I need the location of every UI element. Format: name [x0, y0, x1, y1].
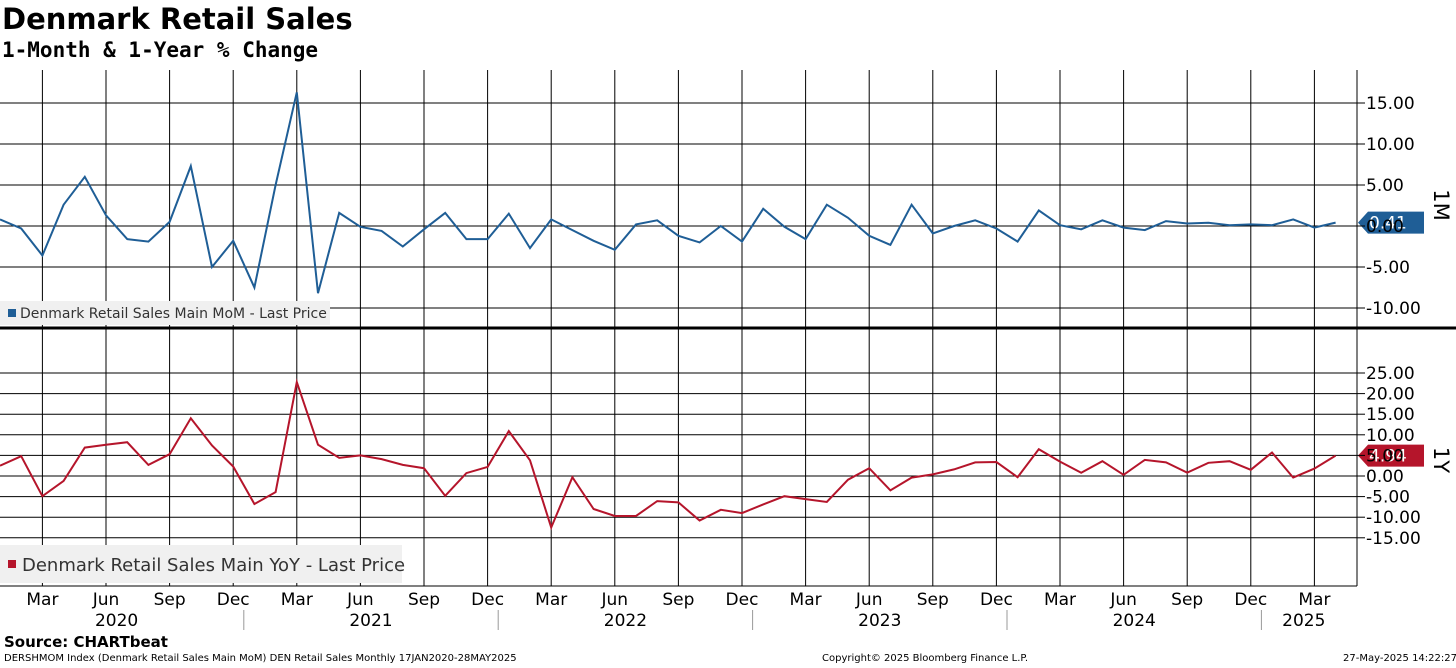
last-value-label: 0.41	[1369, 214, 1407, 234]
x-tick-label-month: Sep	[917, 590, 949, 610]
footer-timestamp: 27-May-2025 14:22:27	[1343, 653, 1456, 664]
y-tick-label: 25.00	[1366, 364, 1415, 384]
x-tick-label-month: Jun	[92, 590, 120, 610]
mom-panel: 0.41 1M Denmark Retail Sales Main MoM - La…	[0, 92, 1453, 325]
x-tick-label-month: Dec	[217, 590, 250, 610]
legend-swatch	[8, 560, 16, 568]
x-tick-label-month: Mar	[535, 590, 567, 610]
x-tick-label-month: Jun	[1109, 590, 1137, 610]
x-tick-label-month: Mar	[281, 590, 313, 610]
legend-label: Denmark Retail Sales Main YoY - Last Pri…	[22, 555, 405, 576]
y-tick-label: -5.00	[1366, 258, 1410, 278]
footer-copyright: Copyright© 2025 Bloomberg Finance L.P.	[822, 653, 1029, 664]
last-value-label: 4.94	[1369, 447, 1407, 467]
legend-box	[0, 301, 330, 325]
x-tick-label-month: Mar	[26, 590, 58, 610]
y-tick-label: -10.00	[1366, 299, 1421, 319]
x-tick-label-month: Sep	[154, 590, 186, 610]
x-tick-label-year: 2020	[95, 611, 138, 631]
y-tick-label: 10.00	[1366, 426, 1415, 446]
x-tick-label-month: Jun	[601, 590, 629, 610]
last-value-tag	[1358, 211, 1424, 234]
y-tick-label: 15.00	[1366, 94, 1415, 114]
y-tick-label: -15.00	[1366, 529, 1421, 549]
source-label: Source: CHARTbeat	[4, 633, 168, 651]
y-tick-label: 10.00	[1366, 135, 1415, 155]
x-tick-label-month: Dec	[1234, 590, 1267, 610]
axes: Mar Jun Sep Dec Mar Jun Sep Dec Mar Jun Sep Dec Mar J…	[0, 70, 1456, 631]
x-tick-label-month: Dec	[471, 590, 504, 610]
series-line	[0, 378, 1337, 531]
y-tick-label: 0.00	[1366, 217, 1404, 237]
panel-axis-label: 1M	[1429, 189, 1453, 220]
panel-axis-label: 1Y	[1429, 447, 1453, 473]
x-tick-label-month: Mar	[1298, 590, 1330, 610]
x-tick-label-month: Dec	[980, 590, 1013, 610]
x-tick-label-year: 2025	[1282, 611, 1325, 631]
last-value-tag	[1358, 444, 1424, 467]
y-tick-label: -5.00	[1366, 488, 1410, 508]
chart-title: Denmark Retail Sales	[2, 2, 353, 36]
x-tick-label-month: Sep	[662, 590, 694, 610]
footer-index-description: DERSHMOM Index (Denmark Retail Sales Mai…	[4, 653, 517, 664]
y-tick-label: 20.00	[1366, 385, 1415, 405]
x-tick-label-year: 2022	[604, 611, 647, 631]
x-tick-label-month: Sep	[408, 590, 440, 610]
x-tick-label-month: Mar	[790, 590, 822, 610]
x-tick-label-year: 2023	[858, 611, 901, 631]
yoy-panel: 4.94 1Y Denmark Retail Sales Main YoY - La…	[0, 378, 1453, 583]
y-tick-label: 5.00	[1366, 446, 1404, 466]
x-tick-label-year: 2021	[349, 611, 392, 631]
x-tick-label-month: Mar	[1044, 590, 1076, 610]
y-tick-label: 15.00	[1366, 405, 1415, 425]
series-line	[0, 92, 1336, 294]
legend-swatch	[8, 309, 16, 317]
y-tick-label: -10.00	[1366, 508, 1421, 528]
x-tick-label-month: Jun	[346, 590, 374, 610]
x-tick-label-month: Dec	[726, 590, 759, 610]
legend-label: Denmark Retail Sales Main MoM - Last Pri…	[20, 306, 327, 322]
chart-subtitle: 1-Month & 1-Year % Change	[2, 38, 319, 62]
y-tick-label: 0.00	[1366, 467, 1404, 487]
legend-box	[0, 545, 402, 583]
x-tick-label-month: Sep	[1171, 590, 1203, 610]
x-tick-label-year: 2024	[1113, 611, 1156, 631]
y-tick-label: 5.00	[1366, 176, 1404, 196]
x-tick-label-month: Jun	[855, 590, 883, 610]
